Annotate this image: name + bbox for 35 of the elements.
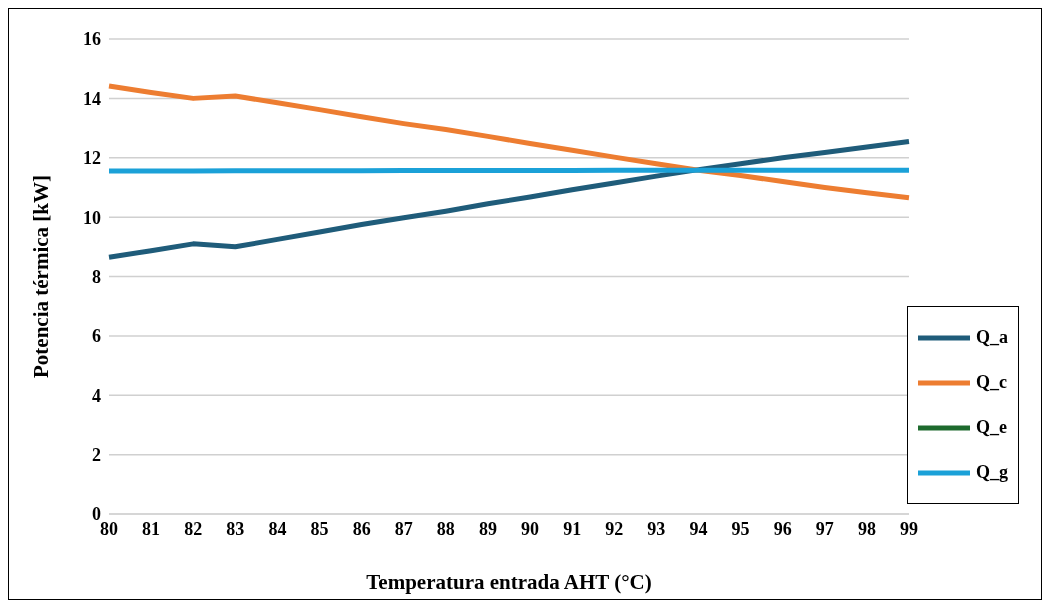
x-tick-label: 93 — [647, 518, 666, 539]
y-tick-label: 6 — [92, 326, 101, 347]
y-tick-label: 2 — [92, 445, 101, 466]
x-tick-label: 83 — [226, 518, 245, 539]
x-tick-label: 96 — [773, 518, 792, 539]
x-tick-label: 88 — [436, 518, 455, 539]
x-tick-label: 85 — [310, 518, 329, 539]
x-tick-label: 98 — [857, 518, 876, 539]
x-tick-label: 91 — [563, 518, 582, 539]
x-tick-label: 80 — [100, 518, 118, 539]
x-tick-label: 86 — [352, 518, 371, 539]
x-tick-label: 89 — [478, 518, 497, 539]
x-tick-label: 84 — [268, 518, 287, 539]
x-tick-label: 99 — [899, 518, 918, 539]
y-tick-label: 14 — [83, 88, 101, 109]
x-tick-label: 90 — [521, 518, 540, 539]
legend-label: Q_c — [975, 372, 1007, 393]
x-tick-label: 87 — [394, 518, 413, 539]
legend-label: Q_g — [975, 462, 1008, 483]
x-tick-label: 95 — [731, 518, 750, 539]
legend-label: Q_a — [975, 327, 1008, 348]
y-tick-label: 12 — [83, 148, 101, 169]
y-tick-label: 16 — [83, 29, 101, 50]
x-tick-label: 94 — [689, 518, 708, 539]
y-tick-label: 10 — [83, 207, 101, 228]
y-tick-label: 8 — [92, 266, 101, 287]
x-tick-label: 92 — [605, 518, 624, 539]
x-axis-title: Temperatura entrada AHT (°C) — [366, 570, 652, 594]
x-tick-label: 82 — [184, 518, 203, 539]
y-axis-title: Potencia térmica [kW] — [29, 175, 54, 378]
y-tick-label: 4 — [92, 385, 101, 406]
x-tick-label: 81 — [142, 518, 161, 539]
y-tick-label: 0 — [92, 504, 101, 525]
x-tick-label: 97 — [815, 518, 834, 539]
legend-label: Q_e — [975, 417, 1007, 438]
